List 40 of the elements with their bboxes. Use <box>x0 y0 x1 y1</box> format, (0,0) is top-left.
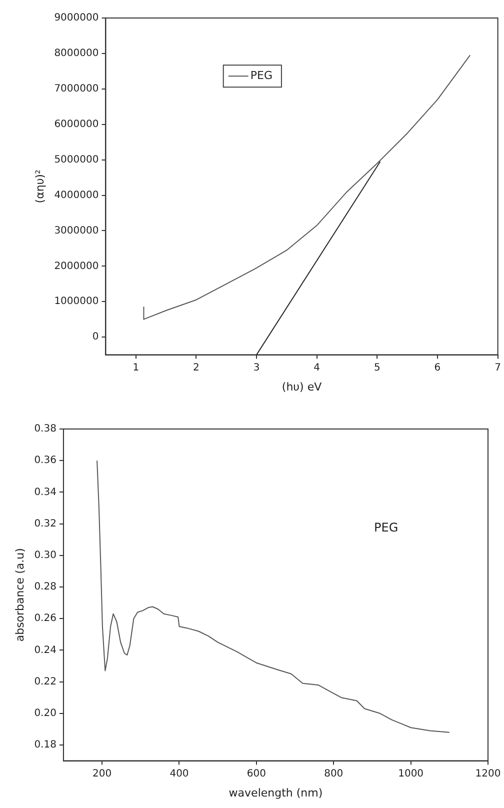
x-tick-label: 400 <box>170 768 189 780</box>
y-tick-label: 3000000 <box>54 225 99 236</box>
y-tick-label: 0.18 <box>34 740 56 751</box>
y-tick-label: 0.32 <box>34 518 56 530</box>
y-tick-label: 0.22 <box>34 676 56 688</box>
y-tick-label: 0.34 <box>34 486 56 498</box>
x-tick-label: 7 <box>494 362 502 374</box>
y-tick-label: 0.30 <box>34 550 56 561</box>
x-tick-label: 2 <box>193 362 200 374</box>
x-axis-title: wavelength (nm) <box>228 786 323 800</box>
x-tick-label: 5 <box>374 362 380 374</box>
x-tick-label: 4 <box>314 362 320 374</box>
legend-label: PEG <box>250 69 272 82</box>
x-tick-label: 200 <box>92 768 112 780</box>
y-axis-title: absorbance (a.u) <box>13 548 26 642</box>
y-tick-label: 9000000 <box>54 12 99 24</box>
annotation: PEG <box>374 520 398 535</box>
y-tick-label: 0.36 <box>34 455 56 466</box>
x-axis-title: (hυ) eV <box>282 380 322 394</box>
y-tick-label: 0.24 <box>34 644 56 656</box>
x-tick-label: 800 <box>324 768 344 780</box>
y-tick-label: 4000000 <box>54 190 99 201</box>
x-tick-label: 1 <box>132 362 140 374</box>
y-tick-label: 7000000 <box>54 84 99 94</box>
x-tick-label: 3 <box>253 362 260 374</box>
y-tick-label: 1000000 <box>54 296 99 308</box>
y-tick-label: 0.26 <box>34 613 56 624</box>
y-tick-label: 0.20 <box>34 708 56 719</box>
y-tick-label: 2000000 <box>54 260 99 272</box>
y-tick-label: 0.38 <box>34 424 56 435</box>
x-tick-label: 600 <box>246 768 266 780</box>
y-tick-label: 6000000 <box>54 118 99 130</box>
y-tick-label: 8000000 <box>54 48 99 60</box>
y-axis-title: (αηυ)² <box>33 170 46 204</box>
y-tick-label: 0 <box>92 332 99 343</box>
x-tick-label: 1200 <box>475 768 501 780</box>
y-tick-label: 0.28 <box>34 582 56 593</box>
x-tick-label: 6 <box>434 362 441 374</box>
y-tick-label: 5000000 <box>54 154 99 166</box>
x-tick-label: 1000 <box>398 768 424 780</box>
